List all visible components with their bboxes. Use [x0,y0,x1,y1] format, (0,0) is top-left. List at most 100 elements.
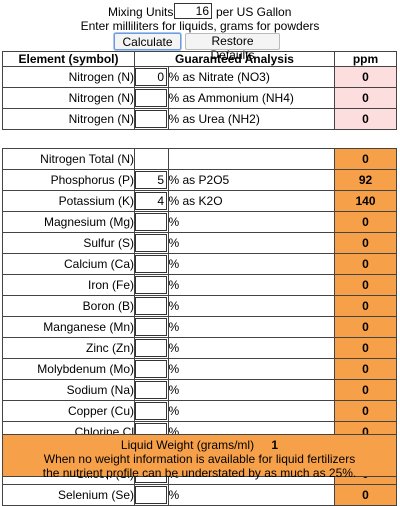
table-row: Selenium (Se)% 0 [2,484,397,506]
ppm-value: 0 [334,211,397,233]
analysis-label: % [167,274,336,296]
column-header-element: Element (symbol) [2,51,135,67]
ppm-value: 0 [334,337,397,359]
value-cell [134,148,169,170]
ppm-value: 140 [334,190,397,212]
table-row: Zinc (Zn)% 0 [2,337,397,359]
element-name: Phosphorus (P) [2,169,135,191]
value-cell: 0 [134,66,169,88]
ppm-value: 92 [334,169,397,191]
nutrient-table: Element (symbol) Guaranteed Analysis ppm… [2,51,397,506]
footer-panel: Liquid Weight (grams/ml) 1 When no weigh… [2,434,397,480]
element-name: Sodium (Na) [2,379,135,401]
percent-input[interactable] [135,402,167,420]
liquid-weight-label: Liquid Weight (grams/ml) [120,438,255,452]
element-name: Zinc (Zn) [2,337,135,359]
table-row: Molybdenum (Mo)% 0 [2,358,397,380]
analysis-label: % [167,337,336,359]
element-name: Nitrogen (N) [2,66,135,88]
analysis-label: % as K2O [167,190,336,212]
element-name: Nitrogen (N) [2,108,135,130]
ppm-value: 0 [334,316,397,338]
value-cell [134,108,169,130]
footer-note-line1: When no weight information is available … [43,452,356,466]
analysis-label [167,148,336,170]
value-cell: 5 [134,169,169,191]
percent-input[interactable] [135,213,167,231]
ppm-value: 0 [334,253,397,275]
button-row: Calculate Restore Defaults [0,33,400,62]
value-cell [134,87,169,109]
element-name: Nitrogen (N) [2,87,135,109]
percent-input[interactable]: 0 [135,68,167,86]
mixing-units-row: Mixing Units per US Gallon [0,3,400,21]
value-cell [134,358,169,380]
ppm-value: 0 [334,295,397,317]
percent-input[interactable] [135,234,167,252]
table-row: Iron (Fe)% 0 [2,274,397,296]
value-cell [134,484,169,506]
percent-input[interactable] [135,297,167,315]
element-name: Calcium (Ca) [2,253,135,275]
table-row: Magnesium (Mg)% 0 [2,211,397,233]
footer-note-line2: the nutrient profile can be understated … [42,466,357,480]
element-name: Iron (Fe) [2,274,135,296]
fertilizer-calculator: Mixing Units per US Gallon Enter millili… [0,3,400,506]
percent-input[interactable] [135,360,167,378]
table-row: Potassium (K) 4% as K2O 140 [2,190,397,212]
table-body: Nitrogen (N) 0% as Nitrate (NO3) 0 Nitrogen… [2,66,397,506]
spacer-row [2,129,397,149]
percent-input[interactable] [135,110,167,128]
table-row: Manganese (Mn)% 0 [2,316,397,338]
analysis-label: % as Nitrate (NO3) [167,66,336,88]
analysis-label: % [167,400,336,422]
percent-input[interactable] [135,276,167,294]
table-row: Boron (B)% 0 [2,295,397,317]
element-name: Molybdenum (Mo) [2,358,135,380]
analysis-label: % as Ammonium (NH4) [167,87,336,109]
percent-input[interactable]: 5 [135,171,167,189]
table-row: Nitrogen (N) % as Ammonium (NH4) 0 [2,87,397,109]
per-gallon-label: per US Gallon [216,5,292,19]
table-row: Calcium (Ca)% 0 [2,253,397,275]
analysis-label: % [167,211,336,233]
percent-input[interactable] [135,381,167,399]
element-name: Boron (B) [2,295,135,317]
table-row: Sulfur (S)% 0 [2,232,397,254]
percent-input[interactable] [135,486,167,504]
percent-input[interactable] [135,339,167,357]
element-name: Potassium (K) [2,190,135,212]
ppm-value: 0 [334,148,397,170]
percent-input[interactable] [135,89,167,107]
analysis-label: % [167,379,336,401]
analysis-label: % [167,232,336,254]
element-name: Magnesium (Mg) [2,211,135,233]
value-cell [134,253,169,275]
calculate-button[interactable]: Calculate [114,33,181,50]
table-header-row: Element (symbol) Guaranteed Analysis ppm [2,51,397,67]
column-header-analysis: Guaranteed Analysis [133,51,336,67]
mixing-units-input[interactable] [174,3,212,19]
analysis-label: % as P2O5 [167,169,336,191]
element-name: Sulfur (S) [2,232,135,254]
percent-input[interactable]: 4 [135,192,167,210]
mixing-units-label: Mixing Units [108,5,174,19]
analysis-label: % [167,484,336,506]
ppm-value: 0 [334,87,397,109]
value-cell [134,379,169,401]
restore-defaults-button[interactable]: Restore Defaults [185,33,280,62]
percent-input[interactable] [135,255,167,273]
ppm-value: 0 [334,400,397,422]
ppm-value: 0 [334,358,397,380]
element-name: Copper (Cu) [2,400,135,422]
ppm-value: 0 [334,66,397,88]
analysis-label: % [167,295,336,317]
table-row: Nitrogen (N) % as Urea (NH2) 0 [2,108,397,130]
analysis-label: % [167,316,336,338]
ppm-value: 0 [334,484,397,506]
percent-input[interactable] [135,318,167,336]
liquid-weight-row: Liquid Weight (grams/ml) 1 [3,438,396,452]
ppm-value: 0 [334,108,397,130]
value-cell [134,211,169,233]
spacer-cell [2,129,397,149]
